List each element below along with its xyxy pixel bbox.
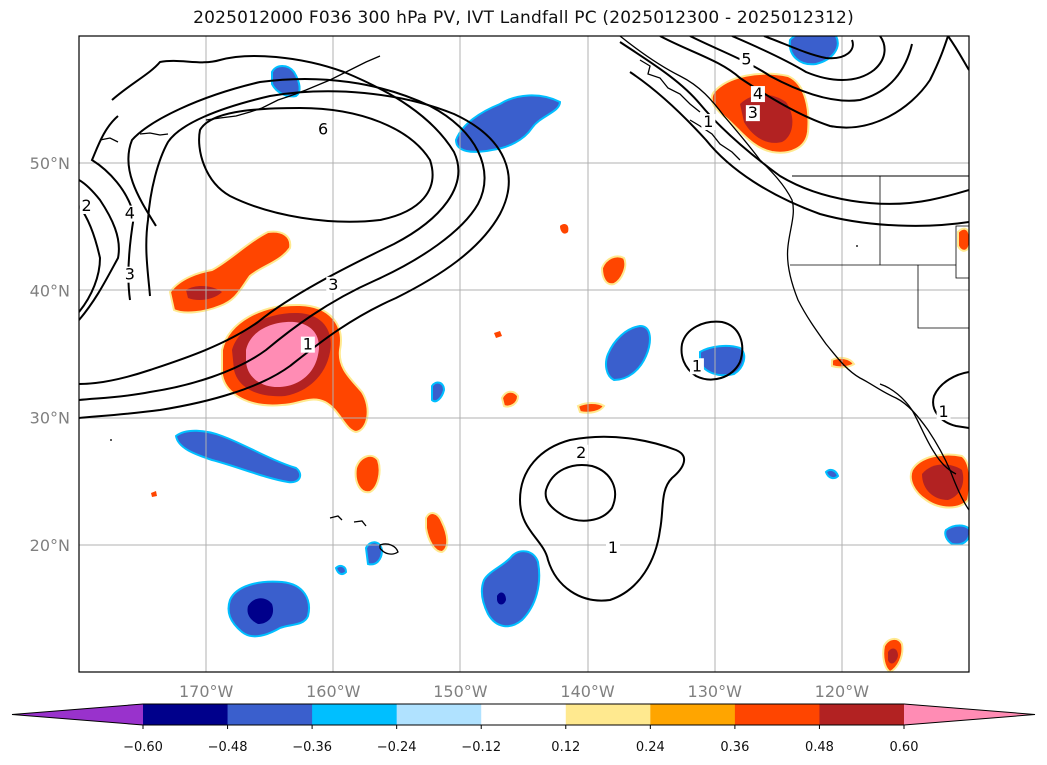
colorbar-extend-low	[12, 704, 143, 725]
lon-tick-label: 140°W	[560, 682, 615, 701]
colorbar-segment	[312, 704, 398, 725]
contour-label: 4	[125, 204, 135, 223]
lat-tick-label: 20°N	[30, 536, 70, 555]
contour-label-bg	[689, 358, 704, 375]
contour-label-bg	[326, 276, 341, 293]
contour-label: 3	[125, 265, 135, 284]
colorbar-segment	[650, 704, 736, 725]
contour-label-bg	[574, 444, 589, 461]
contour-label-bg	[745, 105, 760, 122]
colorbar-extend-high	[904, 704, 1035, 725]
contour-label: 6	[318, 120, 328, 139]
lon-tick-label: 150°W	[433, 682, 488, 701]
contour-label: 4	[753, 84, 763, 103]
lon-tick-label: 120°W	[815, 682, 870, 701]
colorbar-segment	[481, 704, 567, 725]
lon-tick-label: 170°W	[179, 682, 234, 701]
contour-label-bg	[936, 404, 951, 421]
coastlines	[99, 36, 969, 555]
colorbar-tick-label: −0.12	[461, 740, 501, 755]
map-frame	[78, 35, 970, 673]
lat-tick-label: 30°N	[30, 409, 70, 428]
contour-label-bg	[79, 197, 94, 214]
contour-label: 1	[938, 402, 948, 421]
colorbar-tick-label: 0.60	[890, 740, 919, 755]
contour-label-bg	[316, 121, 331, 138]
contour-label: 3	[328, 275, 338, 294]
colorbar-segment	[143, 704, 229, 725]
colorbar-segment	[819, 704, 905, 725]
contour-label-bg	[701, 114, 716, 131]
colorbar-segment	[734, 704, 820, 725]
contour-label: 1	[608, 538, 618, 557]
contour-label: 3	[748, 103, 758, 122]
latitude-labels: 20°N 30°N 40°N 50°N	[30, 154, 70, 555]
colorbar-tick-label: 0.48	[805, 740, 834, 755]
colorbar-segment	[396, 704, 482, 725]
ivt-negative-blob	[454, 94, 562, 153]
contour-label-bg	[739, 51, 754, 68]
colorbar-segment	[565, 704, 651, 725]
contour-label: 5	[741, 50, 751, 69]
contour-label: 1	[692, 356, 702, 375]
contour-label-bg	[750, 86, 765, 103]
colorbar-tick-label: 0.12	[551, 740, 580, 755]
colorbar: −0.60 −0.48 −0.36 −0.24 −0.12 0.12 0.24 0.36 0.4…	[11, 703, 1036, 755]
lon-tick-label: 130°W	[688, 682, 743, 701]
contour-label-bg	[122, 205, 137, 222]
contour-label: 2	[576, 443, 586, 462]
contour-label-bg	[606, 540, 620, 557]
lat-tick-label: 40°N	[30, 281, 70, 300]
contour-label: 2	[82, 196, 92, 215]
gridlines	[79, 36, 969, 672]
colorbar-tick-label: −0.48	[208, 740, 248, 755]
contour-label: 1	[703, 112, 713, 131]
longitude-labels: 170°W 160°W 150°W 140°W 130°W 120°W	[179, 682, 869, 701]
colorbar-tick-label: −0.36	[292, 740, 332, 755]
contour-label-bg	[300, 336, 315, 353]
pv-contours	[79, 36, 969, 602]
colorbar-tick-label: 0.24	[636, 740, 665, 755]
colorbar-tick-label: 0.36	[720, 740, 749, 755]
colorbar-segment	[227, 704, 313, 725]
lon-tick-label: 160°W	[306, 682, 361, 701]
contour-label-bg	[122, 266, 137, 283]
map-title: 2025012000 F036 300 hPa PV, IVT Landfall…	[193, 8, 854, 28]
contour-label: 1	[303, 335, 313, 354]
ivt-shading	[151, 36, 969, 672]
lat-tick-label: 50°N	[30, 154, 70, 173]
colorbar-tick-label: −0.60	[123, 740, 163, 755]
ivt-positive-peak	[246, 321, 319, 388]
colorbar-tick-label: −0.24	[377, 740, 417, 755]
